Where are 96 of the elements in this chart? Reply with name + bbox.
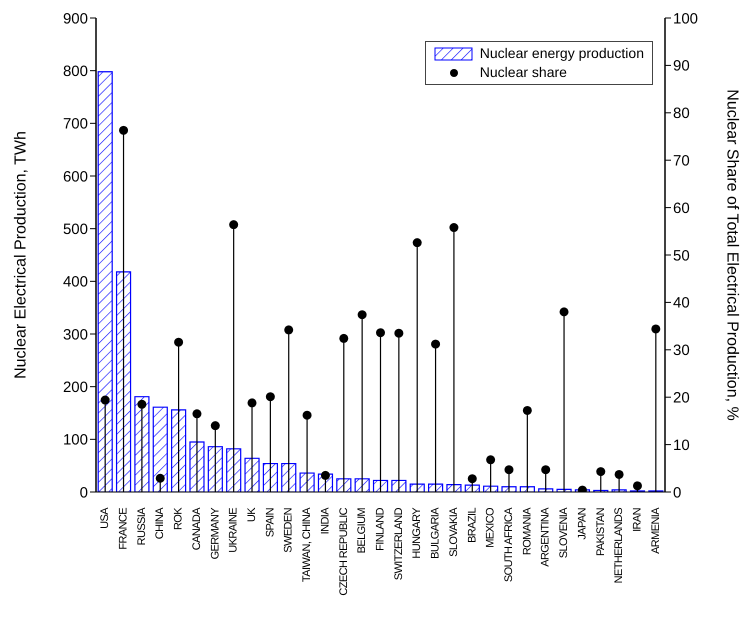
x-tick-label: TAIWAN, CHINA: [301, 506, 314, 582]
bar: [300, 472, 315, 492]
point: [137, 400, 146, 409]
x-tick-label: ARMENIA: [650, 506, 662, 554]
point: [302, 410, 312, 420]
x-tick-label: SLOVAKIA: [448, 506, 460, 557]
y-tick-label: 500: [62, 220, 88, 238]
y2-tick-label: 90: [673, 58, 690, 75]
y-tick-label: 600: [62, 168, 88, 186]
legend-label: Nuclear share: [480, 63, 567, 82]
x-tick-label: FINLAND: [374, 507, 386, 551]
point: [339, 334, 348, 343]
bar: [262, 462, 278, 492]
x-tick-label: NETHERLANDS: [613, 508, 626, 584]
x-tick-label: PAKISTAN: [594, 507, 607, 556]
x-tick-label: MEXICO: [484, 506, 497, 548]
bar: [98, 71, 113, 492]
point: [541, 465, 550, 474]
y-tick-label: 200: [62, 378, 88, 396]
x-tick-label: IRAN: [631, 507, 644, 532]
bar: [483, 486, 498, 492]
y2-tick-label: 60: [673, 200, 690, 217]
bar: [354, 478, 370, 492]
y2-tick-label: 0: [673, 484, 682, 502]
point: [156, 474, 165, 483]
bar: [152, 406, 168, 492]
y-tick-label: 700: [62, 116, 88, 133]
point: [358, 310, 367, 320]
x-tick-label: UKRAINE: [228, 508, 240, 553]
point: [614, 470, 624, 479]
y-tick-label: 400: [62, 274, 88, 291]
bar: [171, 409, 186, 492]
point: [100, 396, 110, 405]
x-tick-label: SLOVENIA: [558, 506, 570, 558]
x-tick-label: SPAIN: [264, 507, 276, 538]
point: [412, 238, 422, 248]
point: [394, 328, 404, 338]
point: [560, 307, 569, 316]
y-tick-label: 900: [62, 10, 88, 28]
x-tick-label: USA: [99, 506, 112, 529]
point: [632, 481, 642, 490]
x-tick-label: GERMANY: [209, 506, 222, 560]
x-tick-label: RUSSIA: [136, 506, 148, 546]
y2-axis-title: Nuclear Share of Total Electrical Production, %: [723, 89, 740, 421]
y2-tick-label: 50: [673, 247, 690, 264]
point: [486, 455, 496, 464]
y-tick-label: 0: [80, 484, 88, 502]
point: [376, 328, 385, 338]
y2-tick-label: 10: [673, 436, 690, 454]
x-tick-label: INDIA: [319, 506, 332, 534]
point: [192, 409, 202, 418]
x-tick-label: CZECH REPUBLIC: [338, 507, 350, 596]
point: [449, 223, 458, 232]
x-tick-label: FRANCE: [118, 508, 130, 550]
y2-tick-label: 70: [673, 152, 690, 170]
x-tick-label: BULGARIA: [430, 506, 442, 559]
y-tick-label: 300: [62, 326, 88, 344]
x-tick-label: CHINA: [154, 506, 166, 540]
x-tick-label: SWEDEN: [282, 507, 295, 553]
point: [596, 467, 606, 476]
y2-tick-label: 100: [673, 10, 698, 28]
point: [210, 421, 220, 430]
point: [266, 392, 275, 402]
bar: [116, 271, 132, 492]
x-tick-label: JAPAN: [576, 507, 588, 540]
y-tick-label: 100: [62, 432, 88, 449]
x-tick-label: SOUTH AFRICA: [502, 506, 515, 582]
point: [174, 338, 184, 347]
point: [504, 465, 514, 474]
x-tick-label: BELGIUM: [356, 508, 368, 554]
point: [522, 406, 532, 415]
legend-label: Nuclear energy production: [480, 44, 644, 63]
point: [119, 126, 128, 135]
y-tick-label: 800: [62, 62, 88, 80]
x-tick-label: ROK: [172, 506, 185, 530]
x-tick-label: CANADA: [190, 506, 203, 550]
y2-tick-label: 40: [673, 294, 690, 312]
point: [284, 325, 294, 334]
point: [431, 340, 440, 349]
x-tick-label: ROMANIA: [521, 506, 534, 556]
y2-tick-label: 80: [673, 105, 690, 122]
x-tick-label: ARGENTINA: [540, 506, 552, 567]
x-tick-label: BRAZIL: [466, 508, 478, 543]
point: [229, 220, 238, 230]
y-axis-title: Nuclear Electrical Production, TWh: [12, 131, 30, 379]
y2-tick-label: 30: [673, 342, 690, 360]
point: [248, 398, 257, 408]
point: [651, 324, 660, 334]
y2-tick-label: 20: [673, 390, 690, 407]
x-tick-label: UK: [246, 506, 258, 522]
x-tick-label: SWITZERLAND: [392, 507, 405, 580]
point: [468, 474, 477, 484]
bar: [189, 441, 205, 492]
x-tick-label: HUNGARY: [411, 506, 424, 559]
point: [320, 470, 330, 480]
bar: [244, 458, 260, 492]
